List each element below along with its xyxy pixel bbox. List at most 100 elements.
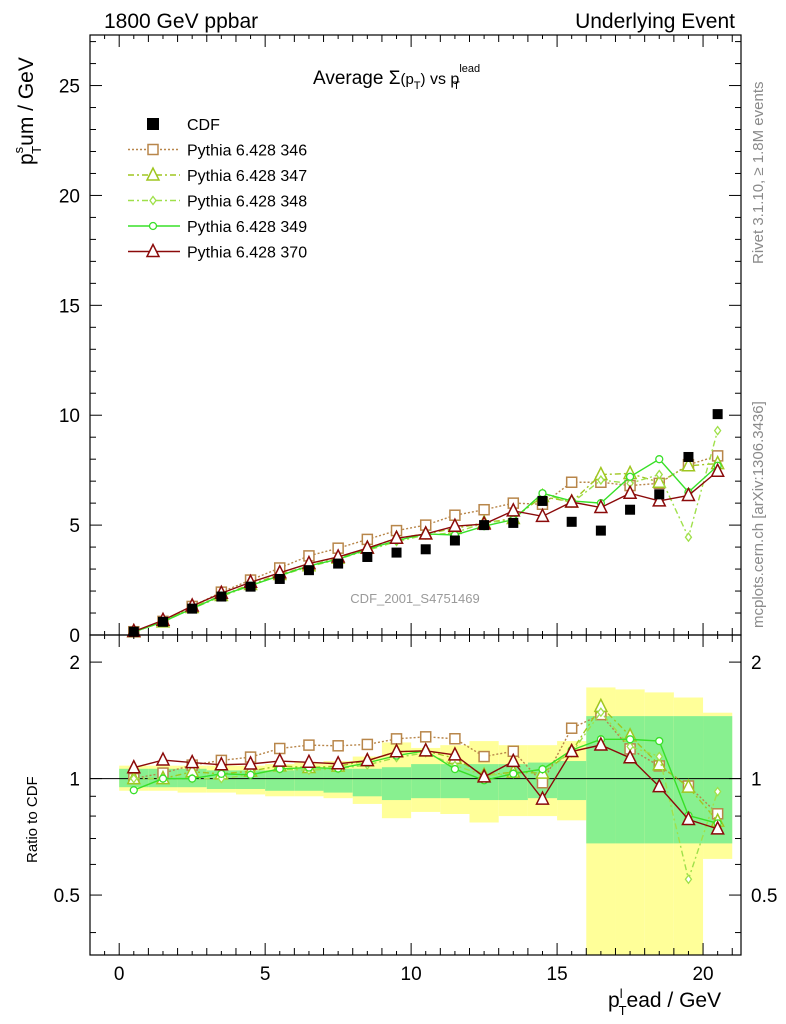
series-line-0 (133, 455, 718, 633)
series-point-0 (478, 503, 490, 516)
series-point-4 (418, 525, 433, 540)
series-point-3 (625, 472, 635, 481)
legend-label-1: Pythia 6.428 347 (187, 168, 307, 185)
series-point-0 (565, 476, 578, 489)
series-point-4 (681, 486, 696, 502)
ratio-point-2 (684, 874, 693, 885)
ratio-point-2 (655, 751, 664, 762)
cdf-data-point (187, 603, 198, 614)
ratio-point-2 (129, 773, 138, 784)
ratio-plot-frame (89, 634, 742, 956)
series-point-2 (597, 474, 605, 486)
cdf-data-point (245, 581, 256, 592)
stat-band-bin (381, 767, 412, 801)
ratio-point-4 (564, 742, 579, 758)
cdf-data-point (333, 558, 344, 569)
x-tick-label: 0 (114, 964, 125, 985)
ratio-point-0 (390, 733, 403, 745)
stat-band-bin (323, 768, 353, 793)
y-axis-label: ps Tum / GeV (11, 57, 44, 165)
ratio-tick-label-right: 0.5 (751, 886, 777, 907)
legend-marker-1 (145, 166, 161, 181)
ratio-point-1 (652, 756, 667, 771)
ratio-point-0 (419, 731, 432, 743)
ratio-point-4 (389, 743, 404, 758)
ratio-point-0 (274, 742, 286, 755)
stat-band-bin (352, 768, 382, 797)
legend-cdf-marker (147, 118, 159, 130)
ratio-point-4 (184, 753, 200, 769)
ratio-uncertainty-bands (90, 687, 741, 955)
series-point-4 (593, 498, 609, 514)
ratio-point-0 (449, 733, 461, 745)
ratio-point-4 (710, 820, 725, 835)
ratio-point-4 (330, 755, 346, 770)
cdf-data-point (595, 525, 606, 536)
series-point-4 (652, 492, 667, 507)
series-point-4 (564, 493, 579, 508)
chart-title: Average Σ(pT) vs plead T (313, 63, 480, 92)
series-point-2 (684, 532, 693, 543)
stat-band-bin (294, 768, 324, 791)
ratio-point-0 (536, 777, 549, 789)
ratio-point-2 (713, 786, 722, 797)
ratio-point-3 (655, 736, 664, 746)
y-tick-label: 20 (59, 186, 80, 207)
x-tick-label: 10 (401, 964, 422, 985)
header-right: Underlying Event (575, 10, 735, 33)
cdf-data-point (479, 520, 490, 531)
series-point-4 (535, 507, 550, 523)
legend-marker-4 (145, 242, 161, 258)
ratio-tick-label-left: 1 (69, 770, 80, 791)
ratio-point-4 (652, 777, 667, 793)
series-point-1 (681, 457, 696, 472)
legend-label-4: Pythia 6.428 370 (187, 245, 307, 262)
series-point-4 (447, 517, 463, 532)
ratio-point-3 (217, 769, 226, 778)
ratio-point-4 (681, 810, 696, 826)
ratio-point-3 (246, 770, 255, 779)
legend-marker-0 (147, 143, 159, 156)
ratio-point-3 (538, 765, 547, 774)
mcplots-label: mcplots.cern.ch [arXiv:1306.3436] (750, 401, 767, 628)
rivet-label: Rivet 3.1.10, ≥ 1.8M events (750, 82, 767, 265)
ratio-point-0 (565, 722, 578, 734)
ratio-point-3 (625, 735, 635, 744)
ratio-series (126, 697, 725, 885)
cdf-data-point (391, 547, 402, 558)
x-tick-label: 5 (260, 964, 271, 985)
x-tick-label: 20 (692, 964, 713, 985)
cdf-data-point (683, 451, 694, 462)
ratio-point-4 (506, 752, 521, 768)
series-point-3 (538, 489, 547, 498)
ratio-point-4 (155, 751, 171, 766)
ratio-point-4 (272, 752, 287, 767)
watermark: CDF_2001_S4751469 (350, 591, 479, 606)
ratio-point-4 (214, 756, 229, 771)
cdf-data-point (508, 517, 519, 528)
ratio-point-4 (243, 755, 258, 770)
legend-marker-2 (149, 195, 157, 206)
cdf-data-point (712, 409, 723, 420)
ratio-point-3 (188, 774, 197, 783)
ratio-tick-label-left: 0.5 (54, 886, 80, 907)
ratio-point-4 (126, 759, 142, 774)
ratio-tick-label-left: 2 (69, 653, 80, 674)
cdf-data-point (157, 616, 168, 627)
legend: CDF Pythia 6.428 346 Pythia 6.428 347 Pythi… (128, 117, 307, 262)
series-point-4 (506, 502, 521, 517)
stat-band-bin (265, 770, 295, 791)
cdf-data-point (654, 489, 665, 500)
y-tick-label: 0 (69, 626, 80, 647)
ratio-point-0 (303, 739, 315, 751)
x-tick-label: 15 (547, 964, 568, 985)
y-tick-label: 15 (59, 296, 80, 317)
ratio-point-4 (301, 753, 317, 769)
series-point-4 (710, 462, 725, 478)
ratio-point-4 (535, 790, 550, 805)
legend-label-0: Pythia 6.428 346 (187, 143, 307, 160)
y-tick-label: 5 (69, 516, 80, 537)
ratio-point-3 (129, 786, 138, 795)
series-point-2 (713, 425, 722, 436)
ratio-point-1 (681, 778, 696, 793)
